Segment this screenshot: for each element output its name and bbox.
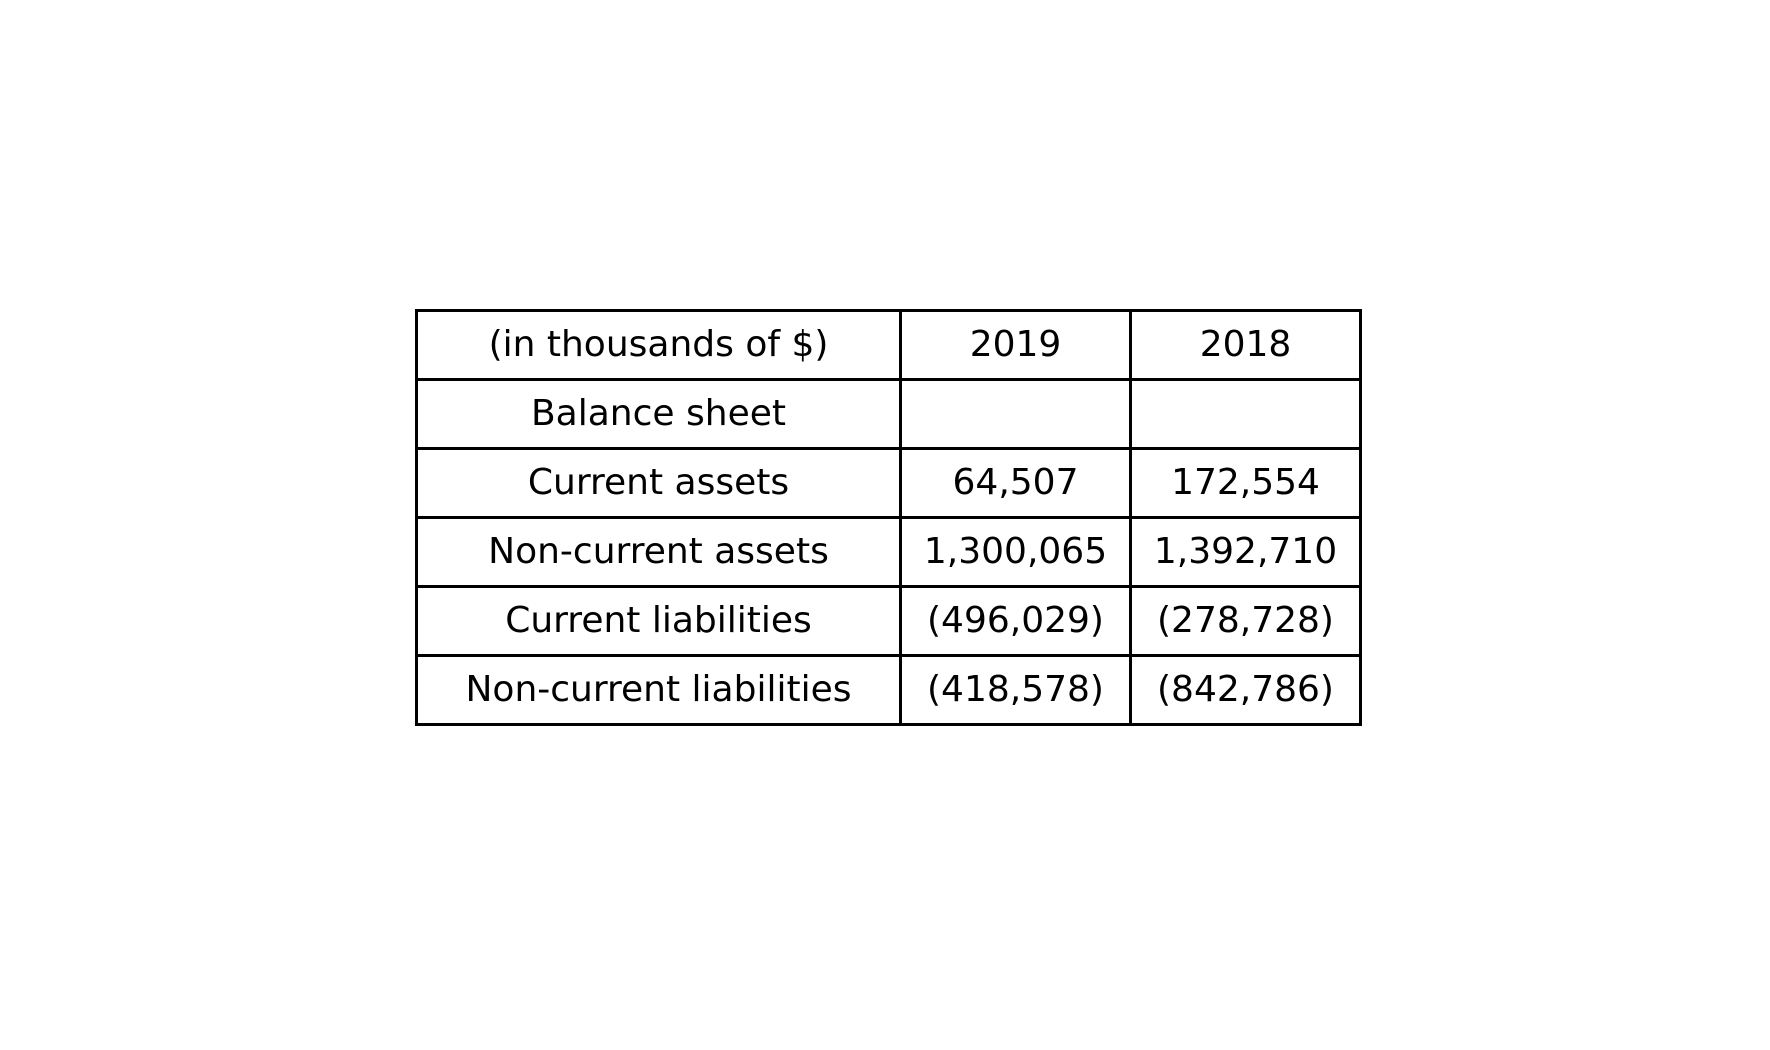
table-row: Balance sheet bbox=[415, 378, 1362, 450]
value-cell: 172,554 bbox=[1129, 447, 1362, 519]
row-label-cell: Balance sheet bbox=[415, 378, 902, 450]
row-label-cell: Current liabilities bbox=[415, 585, 902, 657]
value-cell: (418,578) bbox=[899, 654, 1132, 726]
table-row: Current assets 64,507 172,554 bbox=[415, 447, 1362, 519]
value-cell bbox=[1129, 378, 1362, 450]
value-cell: 1,300,065 bbox=[899, 516, 1132, 588]
value-cell bbox=[899, 378, 1132, 450]
table-row: Non-current liabilities (418,578) (842,7… bbox=[415, 654, 1362, 726]
value-cell: (842,786) bbox=[1129, 654, 1362, 726]
value-cell: (278,728) bbox=[1129, 585, 1362, 657]
header-year-2019-cell: 2019 bbox=[899, 309, 1132, 381]
value-cell: 1,392,710 bbox=[1129, 516, 1362, 588]
table-row: Current liabilities (496,029) (278,728) bbox=[415, 585, 1362, 657]
row-label-cell: Current assets bbox=[415, 447, 902, 519]
header-year-2018-cell: 2018 bbox=[1129, 309, 1362, 381]
table-row: Non-current assets 1,300,065 1,392,710 bbox=[415, 516, 1362, 588]
header-units-cell: (in thousands of $) bbox=[415, 309, 902, 381]
value-cell: 64,507 bbox=[899, 447, 1132, 519]
row-label-cell: Non-current liabilities bbox=[415, 654, 902, 726]
balance-sheet-table: (in thousands of $) 2019 2018 Balance sh… bbox=[415, 309, 1362, 726]
value-cell: (496,029) bbox=[899, 585, 1132, 657]
balance-sheet-table-container: (in thousands of $) 2019 2018 Balance sh… bbox=[415, 309, 1362, 726]
table-header-row: (in thousands of $) 2019 2018 bbox=[415, 309, 1362, 381]
row-label-cell: Non-current assets bbox=[415, 516, 902, 588]
